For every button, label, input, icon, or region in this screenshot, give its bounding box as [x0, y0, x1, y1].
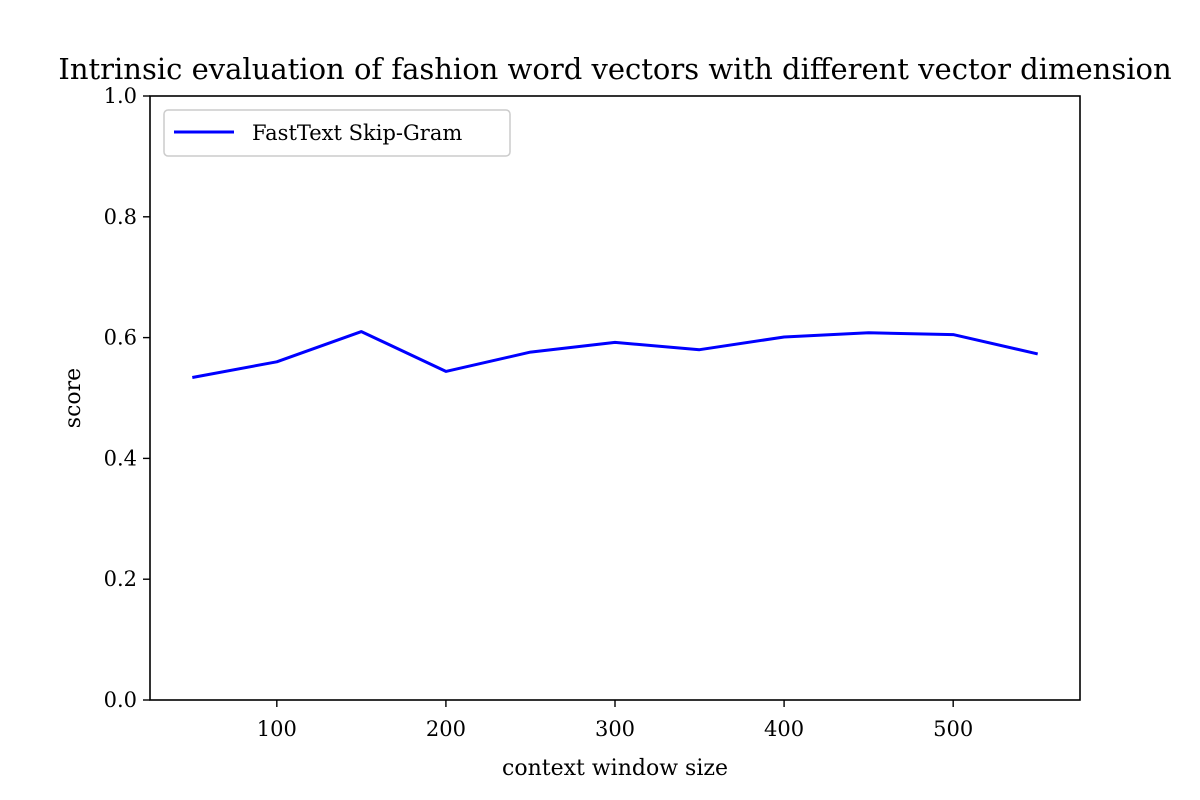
y-tick-label: 0.8 [104, 205, 137, 229]
x-tick-label: 400 [764, 717, 804, 741]
y-axis-ticks: 0.0 0.2 0.4 0.6 0.8 1.0 [104, 84, 150, 712]
x-axis-label: context window size [502, 756, 728, 781]
y-tick-label: 0.4 [104, 446, 137, 470]
legend-label: FastText Skip-Gram [252, 121, 462, 145]
x-tick-label: 500 [933, 717, 973, 741]
y-tick-label: 1.0 [104, 84, 137, 108]
x-tick-label: 300 [595, 717, 635, 741]
x-axis-ticks: 100 200 300 400 500 [257, 700, 973, 741]
series-layer [192, 330, 1039, 379]
x-tick-label: 100 [257, 717, 297, 741]
legend: FastText Skip-Gram [163, 109, 511, 157]
series-line [192, 330, 1039, 379]
y-tick-label: 0.0 [104, 688, 137, 712]
plot-frame [149, 95, 1081, 701]
legend-box [163, 109, 511, 157]
y-tick-label: 0.6 [104, 326, 137, 350]
x-tick-label: 200 [426, 717, 466, 741]
chart-title: Intrinsic evaluation of fashion word vec… [58, 52, 1171, 86]
y-axis-label: score [61, 368, 86, 428]
y-tick-label: 0.2 [104, 567, 137, 591]
